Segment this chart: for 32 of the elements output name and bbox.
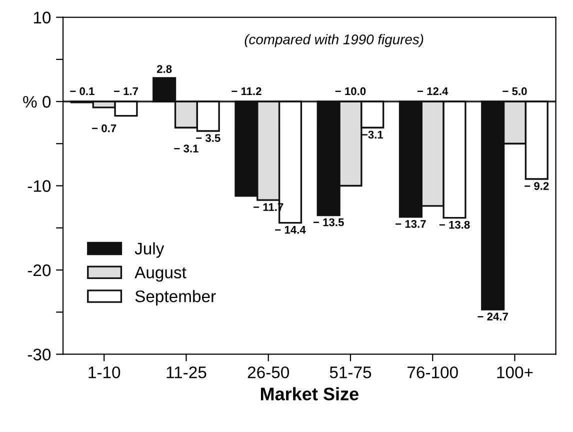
data-label: − 9.2 bbox=[524, 182, 549, 190]
data-label: − 14.4 bbox=[275, 226, 306, 234]
data-label: − 3.5 bbox=[196, 134, 220, 142]
data-label: − 13.5 bbox=[313, 218, 344, 226]
data-label: − 3.1 bbox=[174, 144, 198, 152]
data-label: − 24.7 bbox=[478, 312, 508, 320]
data-label: − 0.7 bbox=[92, 124, 116, 132]
x-tick-label: 26-50 bbox=[248, 366, 290, 378]
legend-label: July bbox=[134, 242, 164, 258]
data-label: − 12.4 bbox=[417, 87, 448, 96]
data-label: − 13.7 bbox=[396, 220, 426, 228]
x-tick-label: 1-10 bbox=[88, 366, 120, 378]
y-tick-label: -10 bbox=[28, 180, 51, 192]
x-tick-label: 11-25 bbox=[166, 366, 206, 378]
y-tick-label: -20 bbox=[28, 264, 51, 276]
annotation: (compared with 1990 figures) bbox=[244, 34, 424, 48]
legend-label: August bbox=[134, 266, 186, 282]
y-tick-label: -30 bbox=[28, 348, 51, 360]
data-label: − 10.0 bbox=[335, 87, 366, 96]
legend-label: September bbox=[135, 290, 216, 306]
data-label: − 0.1 bbox=[70, 87, 94, 96]
x-axis-title: Market Size bbox=[260, 387, 358, 400]
data-label: − 13.8 bbox=[439, 220, 470, 229]
x-tick-label: 100+ bbox=[497, 366, 533, 378]
x-tick-label: 76-100 bbox=[408, 366, 458, 378]
y-tick-label: % 0 bbox=[23, 96, 51, 108]
data-label: − 11.2 bbox=[232, 87, 262, 96]
data-label: 2.8 bbox=[156, 65, 172, 73]
y-tick-label: 10 bbox=[34, 12, 51, 24]
data-label: − 5.0 bbox=[502, 87, 527, 96]
data-label: − 1.7 bbox=[114, 87, 138, 96]
x-tick-label: 51-75 bbox=[330, 366, 372, 378]
